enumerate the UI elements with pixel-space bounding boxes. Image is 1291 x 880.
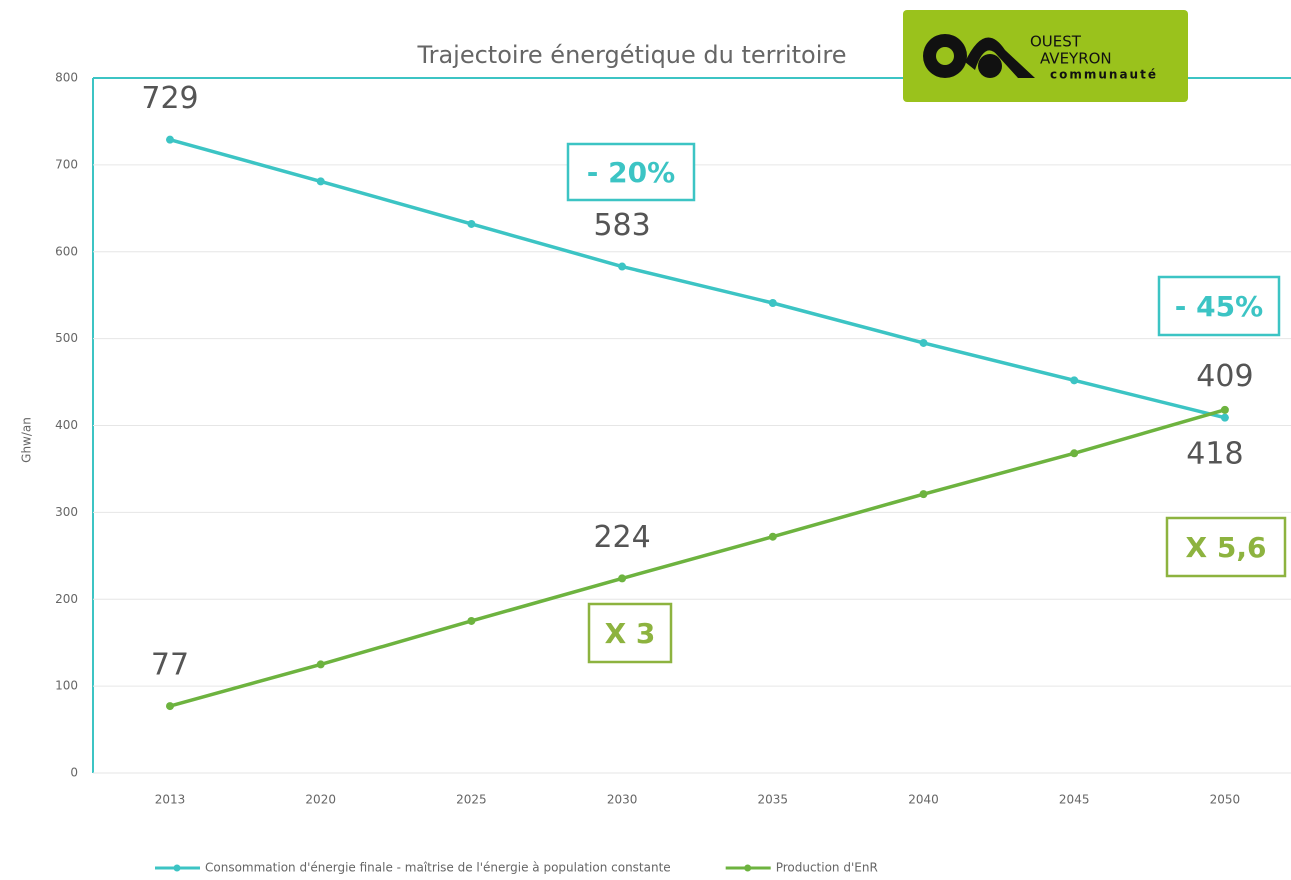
logo-icon	[965, 37, 1035, 78]
y-tick-label: 800	[55, 71, 78, 85]
annotation-text: - 45%	[1175, 290, 1263, 323]
legend-label: Production d'EnR	[776, 861, 878, 875]
x-tick-label: 2045	[1059, 793, 1090, 807]
y-tick-label: 500	[55, 331, 78, 345]
logo-icon	[936, 47, 954, 65]
y-tick-label: 200	[55, 592, 78, 606]
logo-background	[903, 10, 1188, 102]
data-point	[768, 532, 777, 541]
y-tick-label: 600	[55, 244, 78, 258]
annotation-text: - 20%	[587, 156, 675, 189]
data-point	[1220, 405, 1229, 414]
y-tick-label: 700	[55, 157, 78, 171]
logo-text: AVEYRON	[1040, 50, 1112, 68]
y-tick-label: 300	[55, 505, 78, 519]
data-point	[1070, 449, 1079, 458]
x-tick-label: 2040	[908, 793, 939, 807]
logo-text: OUEST	[1030, 33, 1082, 51]
chart-title: Trajectoire énergétique du territoire	[416, 41, 846, 69]
y-tick-label: 0	[70, 766, 78, 780]
data-label: 77	[151, 648, 189, 683]
legend-swatch	[173, 864, 181, 872]
data-point	[919, 338, 928, 347]
x-tick-label: 2020	[305, 793, 336, 807]
data-point	[316, 660, 325, 669]
legend-swatch	[744, 864, 752, 872]
data-point	[166, 135, 174, 144]
annotation-box	[587, 602, 673, 664]
x-tick-label: 2025	[456, 793, 487, 807]
x-tick-label: 2050	[1210, 793, 1241, 807]
x-tick-label: 2030	[607, 793, 638, 807]
data-point	[1220, 413, 1229, 422]
series-line	[169, 408, 1226, 708]
annotation-box	[566, 142, 696, 202]
x-tick-label: 2013	[155, 793, 186, 807]
data-point	[467, 219, 476, 228]
data-label: 729	[141, 81, 198, 116]
data-point	[919, 490, 928, 499]
data-label: 583	[593, 208, 650, 243]
data-label: 224	[593, 520, 650, 555]
data-point	[768, 299, 777, 308]
annotation-box	[1157, 275, 1281, 337]
data-label: 409	[1196, 359, 1253, 394]
legend-label: Consommation d'énergie finale - maîtrise…	[205, 861, 671, 875]
data-label: 418	[1186, 436, 1243, 471]
logo-text: communauté	[1050, 68, 1158, 82]
x-tick-label: 2035	[758, 793, 789, 807]
series-line	[169, 137, 1226, 420]
data-point	[1070, 376, 1079, 385]
data-point	[467, 616, 476, 625]
annotation-box	[1165, 516, 1287, 578]
logo-icon	[978, 54, 1002, 78]
y-axis-label: Ghw/an	[20, 417, 34, 463]
data-point	[316, 177, 325, 186]
data-point	[618, 574, 627, 583]
y-tick-label: 100	[55, 679, 78, 693]
annotation-text: X 5,6	[1186, 531, 1267, 564]
data-point	[166, 702, 174, 711]
annotation-text: X 3	[605, 617, 656, 650]
data-point	[618, 262, 627, 271]
y-tick-label: 400	[55, 418, 78, 432]
logo: OUEST AVEYRON communauté	[903, 10, 1188, 102]
